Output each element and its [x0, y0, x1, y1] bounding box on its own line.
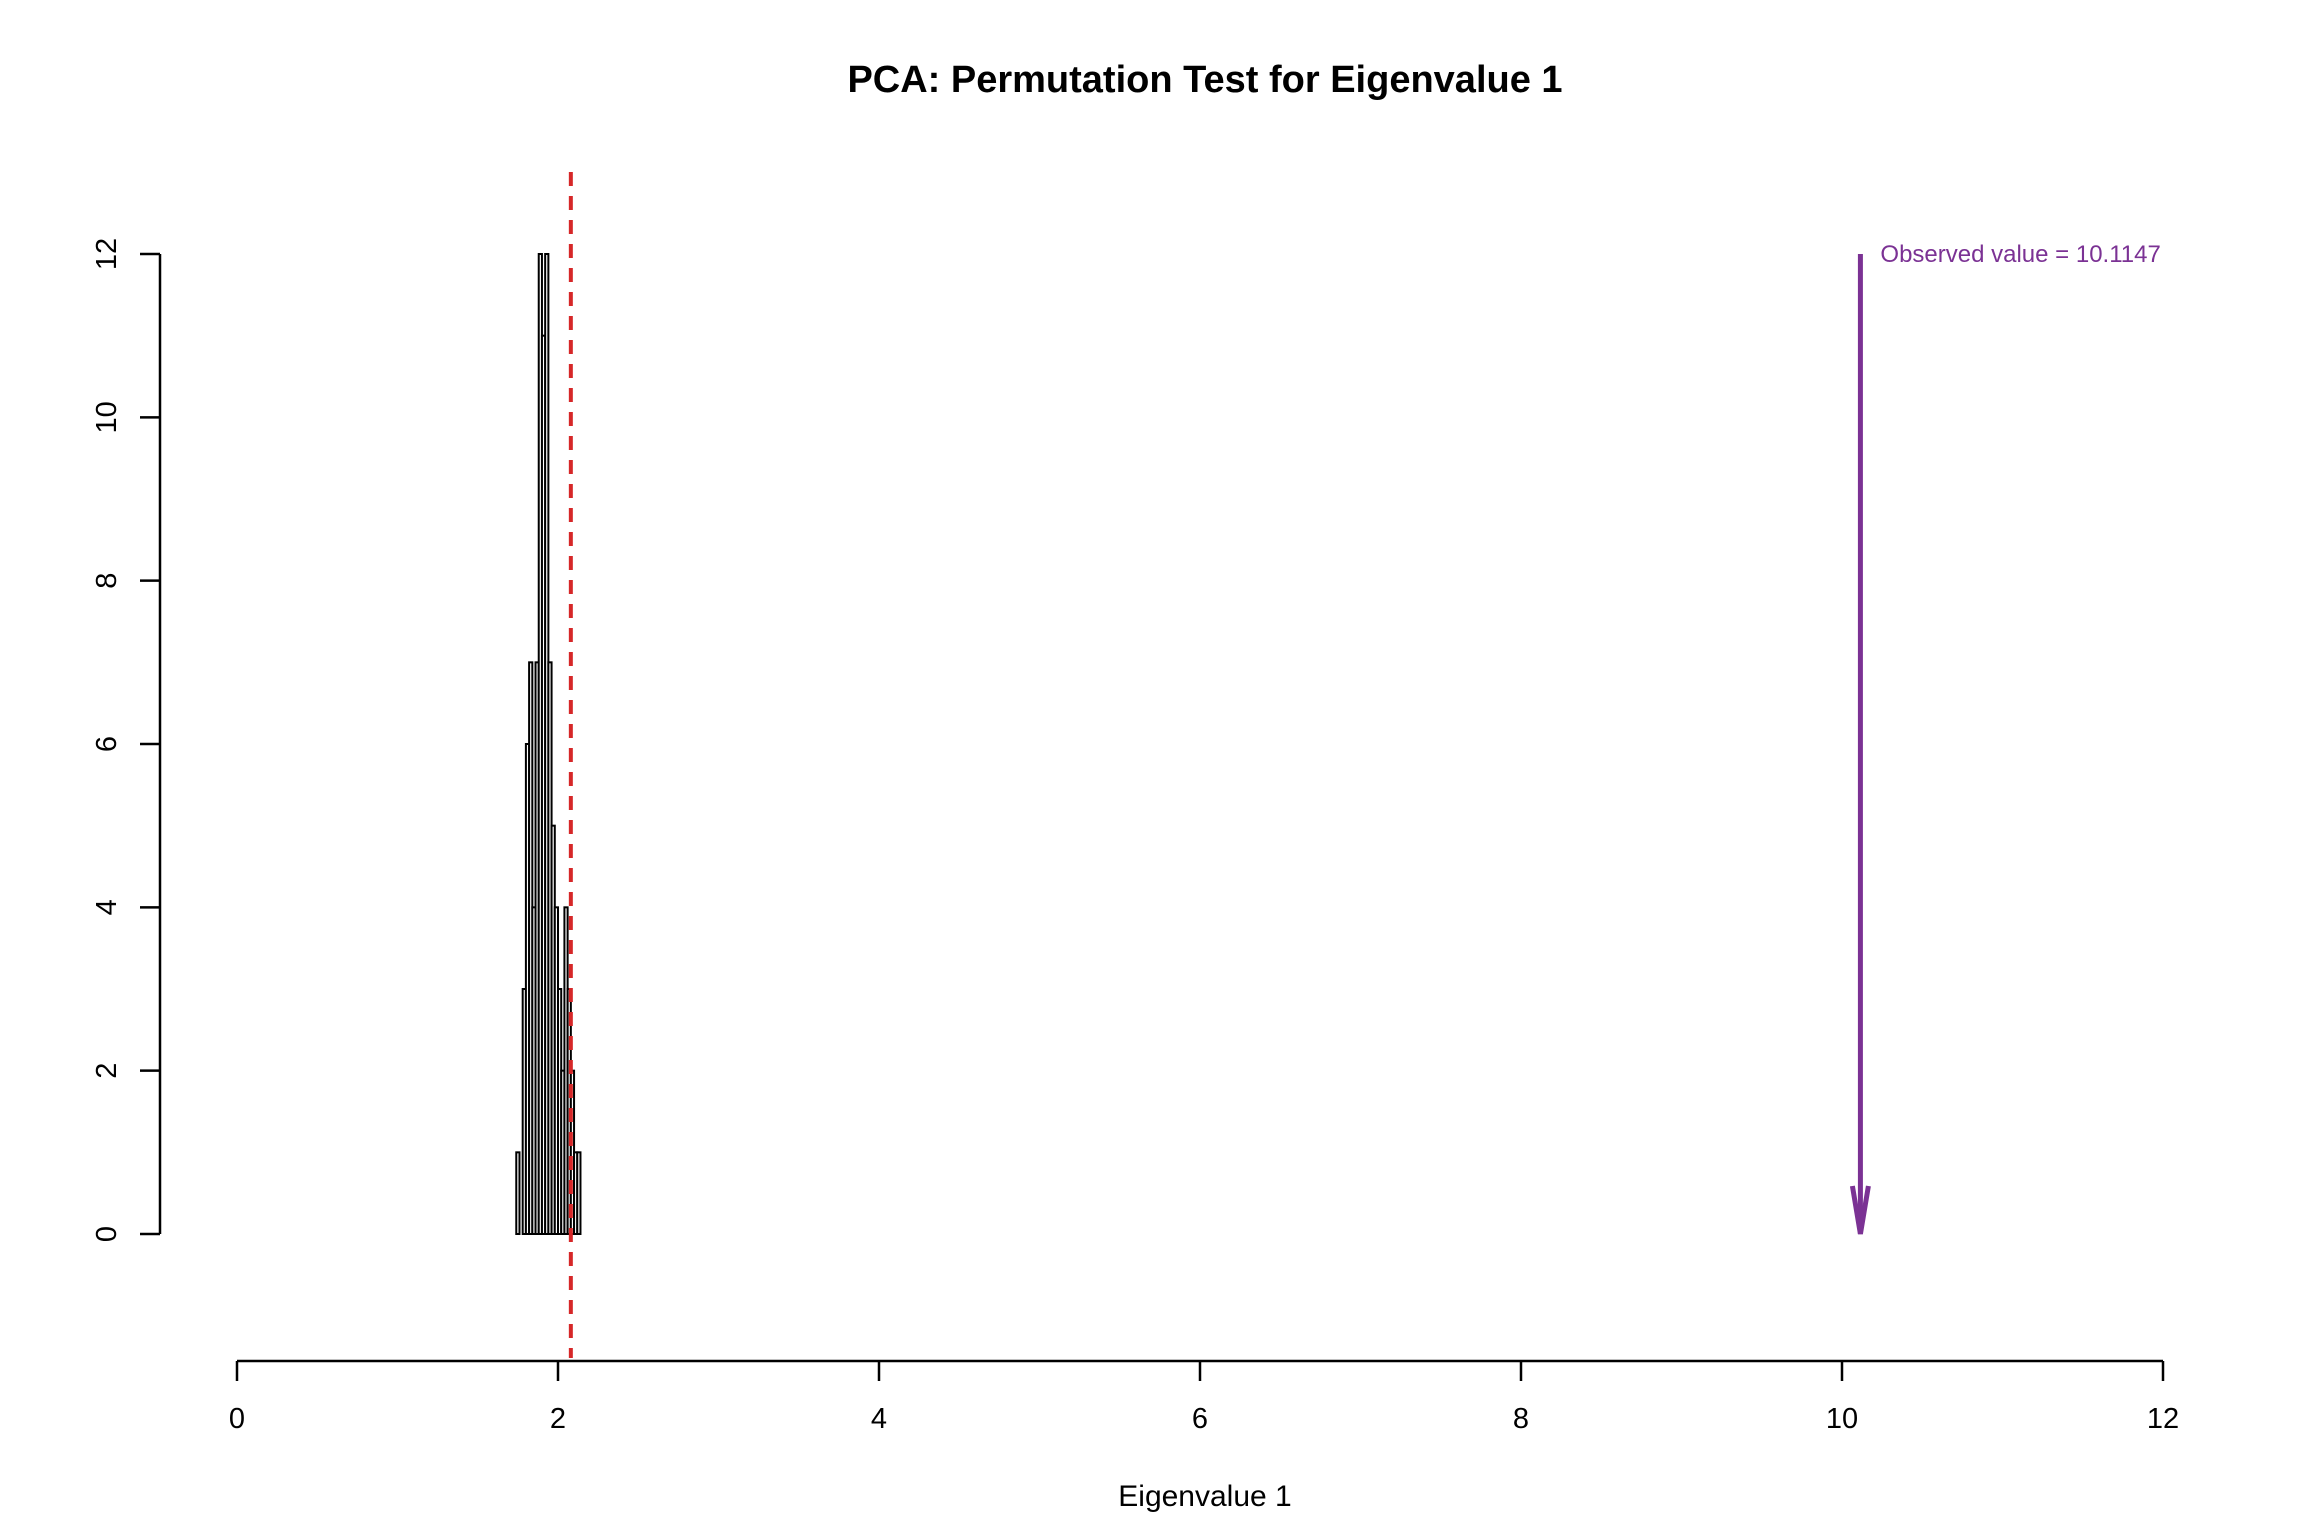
y-tick-label: 12 [91, 238, 123, 270]
observed-value-arrow [1849, 254, 1871, 1235]
x-tick-label: 0 [229, 1403, 245, 1435]
chart-title: PCA: Permutation Test for Eigenvalue 1 [847, 59, 1562, 101]
observed-arrow-head [1849, 1185, 1871, 1235]
y-tick-label: 2 [91, 1063, 123, 1079]
y-tick-label: 4 [91, 899, 123, 915]
x-tick-label: 2 [550, 1403, 566, 1435]
x-tick-label: 10 [1826, 1403, 1858, 1435]
histogram-bars [515, 253, 582, 1236]
observed-value-label: Observed value = 10.1147 [1880, 241, 2160, 268]
x-tick-label: 12 [2147, 1403, 2179, 1435]
x-axis-label: Eigenvalue 1 [1118, 1480, 1291, 1513]
y-tick-label: 6 [91, 736, 123, 752]
x-axis: 0 2 4 6 8 10 12 [229, 1359, 2179, 1435]
x-tick-label: 4 [871, 1403, 887, 1435]
histogram-bar [515, 1151, 521, 1236]
x-tick-label: 6 [1192, 1403, 1208, 1435]
histogram-bar [576, 1151, 582, 1236]
y-tick-label: 0 [91, 1226, 123, 1242]
y-tick-label: 10 [91, 401, 123, 433]
y-axis: 0 2 4 6 8 10 12 [91, 238, 162, 1242]
x-tick-label: 8 [1513, 1403, 1529, 1435]
y-tick-label: 8 [91, 573, 123, 589]
